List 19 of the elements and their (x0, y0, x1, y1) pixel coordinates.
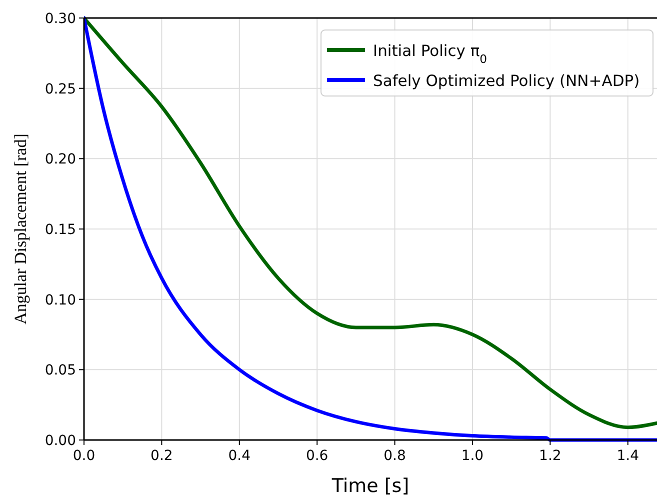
y-axis-title: Angular Displacement [rad] (11, 134, 30, 324)
x-tick-label: 0.4 (228, 448, 251, 464)
y-tick-label: 0.15 (44, 222, 76, 238)
legend-label: Initial Policy π$_{0}$ (373, 42, 488, 66)
x-axis-title: Time [s] (330, 475, 410, 497)
x-tick-label: 1.4 (616, 448, 640, 464)
x-tick-label: 0.6 (306, 448, 328, 464)
y-tick-label: 0.05 (44, 362, 76, 379)
y-tick-label: 0.20 (44, 152, 76, 168)
y-tick-label: 0.00 (44, 433, 76, 449)
x-tick-label: 0.0 (72, 448, 96, 464)
x-tick-label: 1.2 (539, 448, 562, 464)
legend-label: Safely Optimized Policy (NN+ADP) (373, 72, 640, 90)
x-tick-label: 1.0 (461, 448, 484, 464)
y-tick-label: 0.25 (44, 81, 76, 98)
x-tick-label: 0.8 (384, 448, 406, 464)
y-tick-label: 0.30 (44, 11, 76, 27)
x-tick-label: 0.2 (150, 448, 173, 464)
y-tick-label: 0.10 (44, 292, 76, 308)
